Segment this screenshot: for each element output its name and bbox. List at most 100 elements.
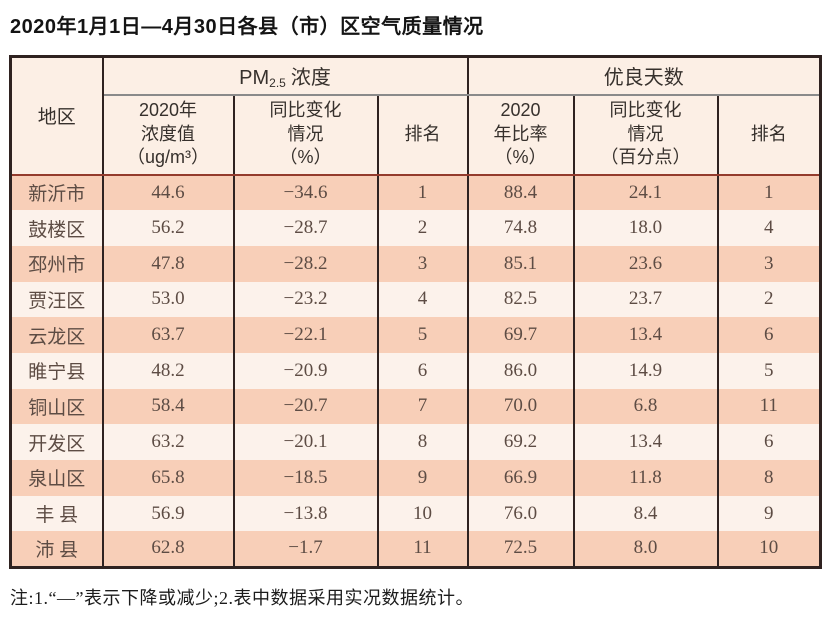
gd-rate-cell: 85.1 [466,245,575,282]
pm-rank-cell: 10 [376,495,469,532]
column-header-pm-value: 2020年 浓度值 （ug/m³） [101,94,235,176]
gd-change-cell: 13.4 [572,317,719,353]
pm-rank-cell: 4 [376,281,469,318]
gd-rate-cell: 74.8 [466,210,575,246]
pm-value-cell: 56.2 [101,210,235,246]
gd-rate-cell: 82.5 [466,281,575,318]
column-header-region: 地区 [9,56,104,176]
pm-value-cell: 63.7 [101,317,235,353]
gd-rate-cell: 76.0 [466,495,575,532]
table-row: 新沂市 44.6 −34.6 1 88.4 24.1 1 [9,174,822,211]
pm-change-cell: −20.9 [232,352,379,389]
column-header-pm-change: 同比变化 情况 （%） [232,94,379,176]
column-header-gd-change: 同比变化 情况 （百分点） [572,94,719,176]
group-header-good-days: 优良天数 [466,56,822,96]
gd-rate-cell: 70.0 [466,388,575,425]
pm-change-cell: −28.7 [232,210,379,246]
table-body: 新沂市 44.6 −34.6 1 88.4 24.1 1 鼓楼区 56.2 −2… [9,174,822,568]
gd-rank-cell: 8 [716,460,822,496]
pm-value-cell: 56.9 [101,495,235,532]
pm-change-cell: −20.7 [232,388,379,425]
pm-rank-cell: 7 [376,388,469,425]
gd-change-cell: 24.1 [572,174,719,211]
gd-rank-cell: 2 [716,281,822,318]
gd-rank-cell: 11 [716,388,822,425]
pm-rank-cell: 8 [376,424,469,460]
region-cell: 邳州市 [9,245,104,282]
table-row: 开发区 63.2 −20.1 8 69.2 13.4 6 [9,424,822,460]
gd-change-cell: 23.7 [572,281,719,318]
region-cell: 云龙区 [9,317,104,353]
gd-change-cell: 11.8 [572,460,719,496]
pm-rank-cell: 9 [376,460,469,496]
gd-rank-cell: 10 [716,531,822,568]
table-row: 鼓楼区 56.2 −28.7 2 74.8 18.0 4 [9,210,822,246]
sub-header-row: 2020年 浓度值 （ug/m³） 同比变化 情况 （%） 排名 2020 年比… [11,94,822,176]
pm-value-cell: 63.2 [101,424,235,460]
gd-change-cell: 8.0 [572,531,719,568]
region-cell: 贾汪区 [9,281,104,318]
gd-rate-cell: 66.9 [466,460,575,496]
group-header-pm25: PM2.5 浓度 [101,56,469,96]
column-header-pm-rank: 排名 [376,94,469,176]
gd-rank-cell: 6 [716,317,822,353]
pm-value-cell: 58.4 [101,388,235,425]
gd-rank-cell: 5 [716,352,822,389]
gd-rate-cell: 88.4 [466,174,575,211]
pm-rank-cell: 2 [376,210,469,246]
gd-rank-cell: 1 [716,174,822,211]
pm-change-cell: −20.1 [232,424,379,460]
pm-change-cell: −23.2 [232,281,379,318]
table-row: 云龙区 63.7 −22.1 5 69.7 13.4 6 [9,317,822,353]
pm-rank-cell: 5 [376,317,469,353]
group-header-row: 地区 PM2.5 浓度 优良天数 [9,56,822,176]
pm-change-cell: −28.2 [232,245,379,282]
page-title: 2020年1月1日—4月30日各县（市）区空气质量情况 [10,16,484,38]
region-cell: 沛 县 [9,531,104,568]
pm-value-cell: 62.8 [101,531,235,568]
pm-value-cell: 48.2 [101,352,235,389]
pm-rank-cell: 1 [376,174,469,211]
column-header-gd-rank: 排名 [716,94,822,176]
table-row: 泉山区 65.8 −18.5 9 66.9 11.8 8 [9,460,822,496]
gd-change-cell: 6.8 [572,388,719,425]
pm-value-cell: 44.6 [101,174,235,211]
gd-rate-cell: 72.5 [466,531,575,568]
air-quality-table: 地区 PM2.5 浓度 优良天数 2020年 浓度值 （ug/m³） 同比变化 情… [9,55,823,569]
table-row: 贾汪区 53.0 −23.2 4 82.5 23.7 2 [9,281,822,318]
gd-rate-cell: 86.0 [466,352,575,389]
gd-change-cell: 23.6 [572,245,719,282]
pm-change-cell: −1.7 [232,531,379,568]
pm-value-cell: 65.8 [101,460,235,496]
gd-change-cell: 8.4 [572,495,719,532]
footnote: 注:1.“—”表示下降或减少;2.表中数据采用实况数据统计。 [10,587,474,608]
gd-rank-cell: 3 [716,245,822,282]
pm-label-suffix: 浓度 [290,67,331,90]
region-cell: 新沂市 [9,174,104,211]
region-cell: 丰 县 [9,495,104,532]
pm-label-subscript: 2.5 [269,76,286,91]
gd-rank-cell: 6 [716,424,822,460]
pm-label-prefix: PM [239,67,270,90]
gd-change-cell: 18.0 [572,210,719,246]
gd-rate-cell: 69.2 [466,424,575,460]
table-row: 沛 县 62.8 −1.7 11 72.5 8.0 10 [9,531,822,568]
table-row: 睢宁县 48.2 −20.9 6 86.0 14.9 5 [9,352,822,389]
pm-rank-cell: 11 [376,531,469,568]
region-cell: 开发区 [9,424,104,460]
gd-change-cell: 14.9 [572,352,719,389]
region-cell: 鼓楼区 [9,210,104,246]
region-cell: 睢宁县 [9,352,104,389]
table-row: 铜山区 58.4 −20.7 7 70.0 6.8 11 [9,388,822,425]
pm-rank-cell: 6 [376,352,469,389]
gd-change-cell: 13.4 [572,424,719,460]
pm-change-cell: −18.5 [232,460,379,496]
pm-change-cell: −13.8 [232,495,379,532]
table-header: 地区 PM2.5 浓度 优良天数 2020年 浓度值 （ug/m³） 同比变化 情… [9,56,822,176]
gd-rate-cell: 69.7 [466,317,575,353]
column-header-gd-rate: 2020 年比率 （%） [466,94,575,176]
table-row: 邳州市 47.8 −28.2 3 85.1 23.6 3 [9,245,822,282]
pm-rank-cell: 3 [376,245,469,282]
pm-change-cell: −34.6 [232,174,379,211]
